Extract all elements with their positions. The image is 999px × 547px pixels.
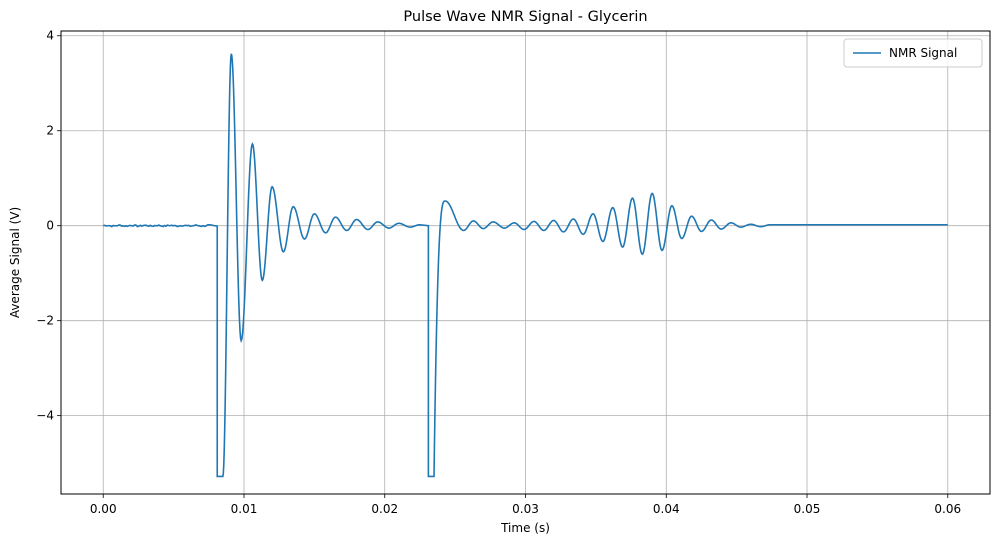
x-tick-label: 0.04 <box>653 502 680 516</box>
legend: NMR Signal <box>843 38 983 68</box>
x-tick-label: 0.00 <box>90 502 117 516</box>
series-layer <box>103 53 948 478</box>
y-tick-label: 4 <box>46 29 54 43</box>
x-tick-label: 0.05 <box>794 502 821 516</box>
chart-title: Pulse Wave NMR Signal - Glycerin <box>403 9 647 25</box>
legend-label-nmr-signal: NMR Signal <box>889 46 957 60</box>
x-axis-label: Time (s) <box>500 521 550 535</box>
y-tick-label: −2 <box>36 314 54 328</box>
x-axis-ticks: 0.00 0.01 0.02 0.03 0.04 0.05 0.06 <box>90 494 961 516</box>
y-axis-ticks: −4 −2 0 2 4 <box>36 29 61 423</box>
x-tick-label: 0.03 <box>512 502 539 516</box>
x-tick-label: 0.06 <box>934 502 961 516</box>
y-axis-label: Average Signal (V) <box>8 207 22 318</box>
y-tick-label: 2 <box>46 124 54 138</box>
x-tick-label: 0.01 <box>231 502 258 516</box>
grid <box>61 31 990 494</box>
legend-box <box>843 38 983 68</box>
y-tick-label: 0 <box>46 219 54 233</box>
series-line-nmr-signal <box>103 53 948 478</box>
x-tick-label: 0.02 <box>371 502 398 516</box>
y-tick-label: −4 <box>36 409 54 423</box>
